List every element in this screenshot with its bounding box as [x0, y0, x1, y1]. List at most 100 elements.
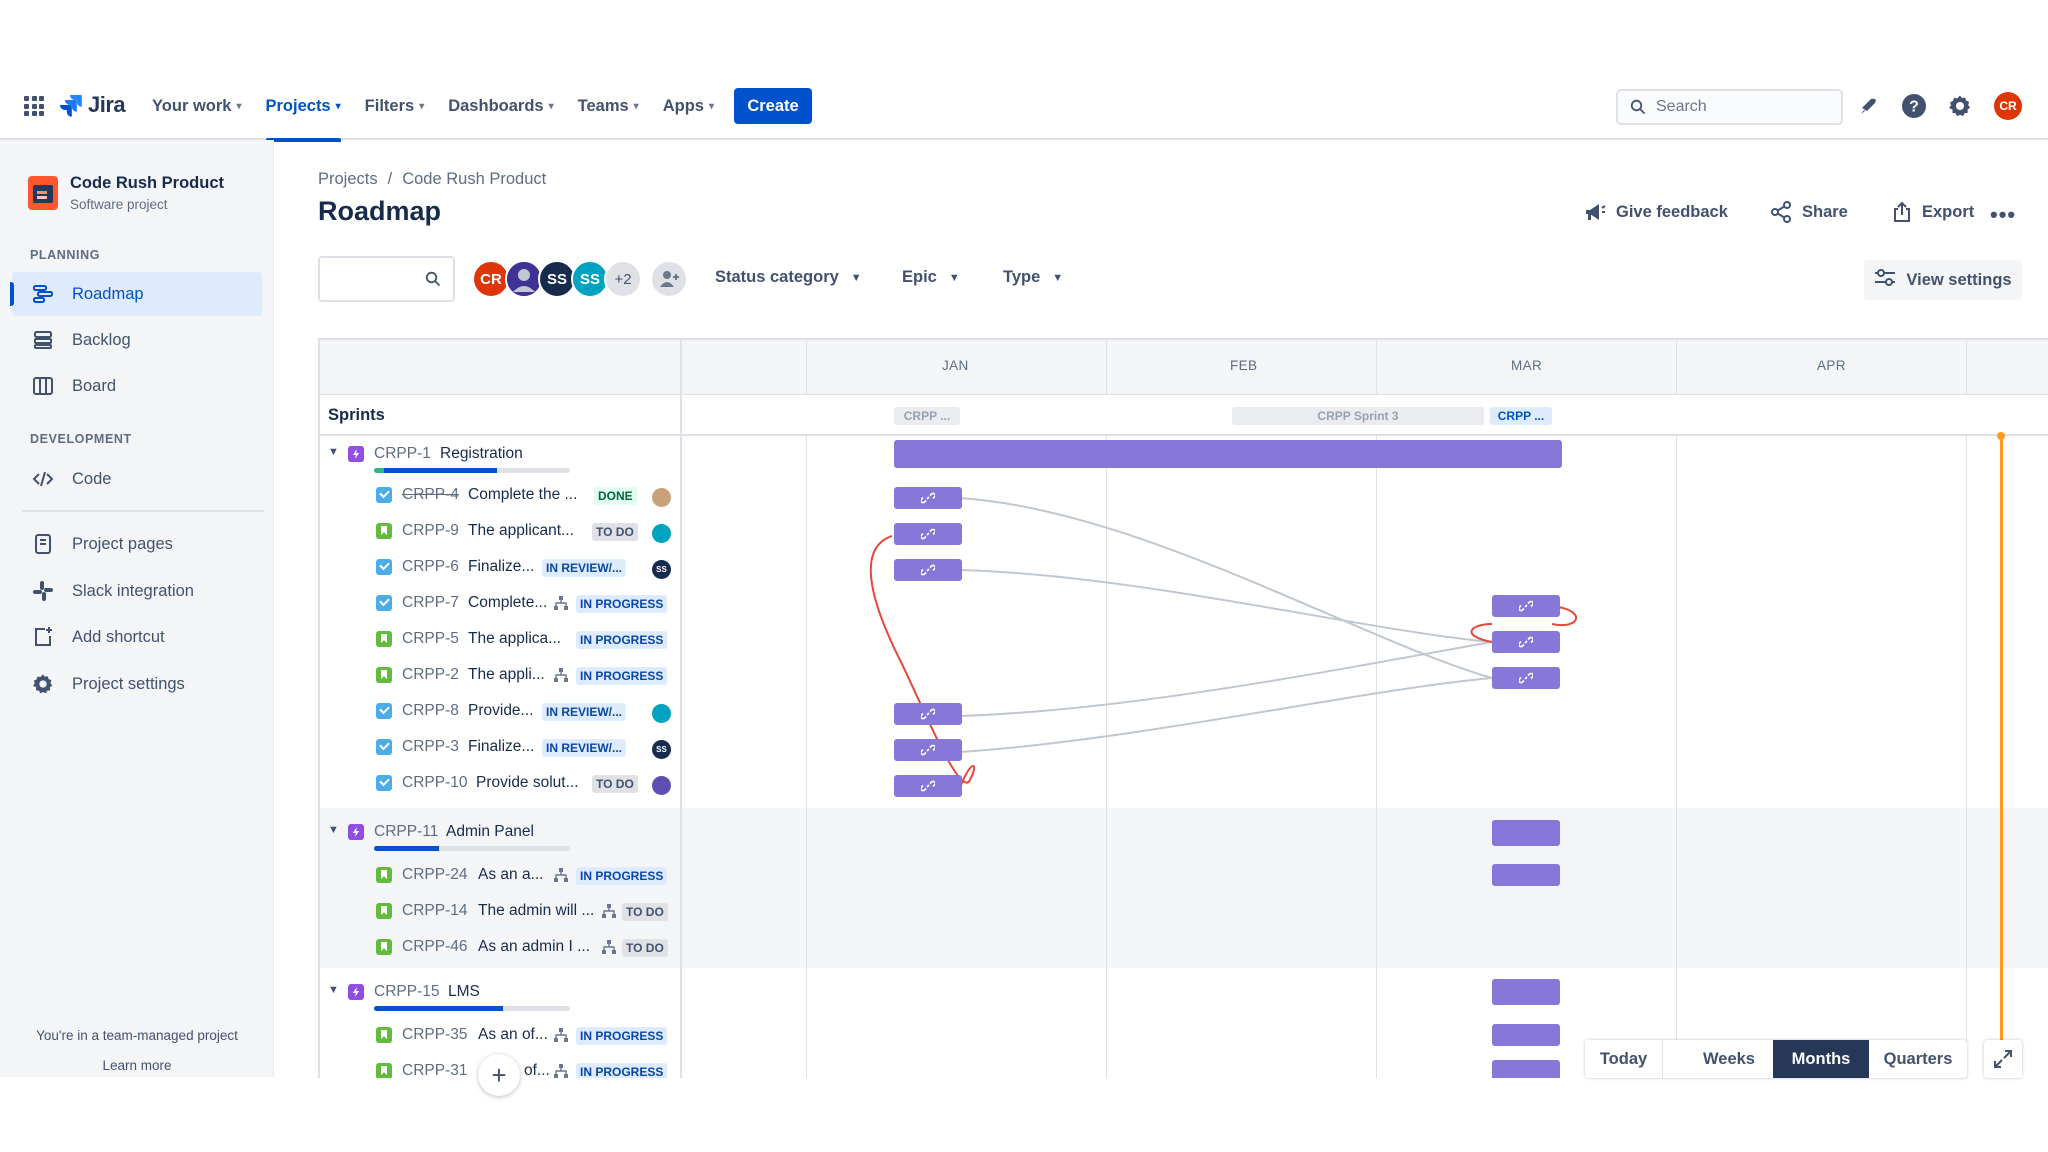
- today-button[interactable]: Today: [1585, 1040, 1663, 1078]
- breadcrumb-projects[interactable]: Projects: [318, 170, 378, 188]
- project-header[interactable]: Code Rush Product Software project: [28, 174, 224, 212]
- export-button[interactable]: Export: [1892, 198, 1974, 226]
- assignee-avatar[interactable]: [652, 704, 671, 723]
- assignee-avatar[interactable]: [652, 776, 671, 795]
- help-icon[interactable]: ?: [1900, 92, 1928, 120]
- sprint-pill[interactable]: CRPP Sprint 3: [1232, 407, 1484, 425]
- issue-bar[interactable]: [1492, 864, 1560, 886]
- issue-row[interactable]: CRPP-35 As an of... IN PROGRESS: [320, 1018, 682, 1054]
- epic-row[interactable]: ▼ CRPP-1 Registration: [320, 438, 682, 474]
- issue-row[interactable]: CRPP-6 Finalize... IN REVIEW/... SS: [320, 550, 682, 586]
- status-lozenge[interactable]: IN REVIEW/...: [542, 559, 627, 577]
- create-button[interactable]: Create: [734, 88, 812, 124]
- nav-projects[interactable]: Projects ▾: [265, 72, 341, 142]
- issue-row[interactable]: CRPP-4 Complete the ... DONE: [320, 478, 682, 514]
- status-category-dropdown[interactable]: Status category ▼: [715, 268, 862, 287]
- issue-row[interactable]: CRPP-10 Provide solut... TO DO: [320, 766, 682, 802]
- zoom-weeks[interactable]: Weeks: [1703, 1049, 1755, 1068]
- learn-more-link[interactable]: Learn more: [102, 1058, 172, 1073]
- issue-bar[interactable]: [1492, 631, 1560, 653]
- status-lozenge[interactable]: IN REVIEW/...: [542, 739, 627, 757]
- nav-filters[interactable]: Filters ▾: [365, 72, 425, 140]
- create-issue-button[interactable]: +: [478, 1054, 520, 1096]
- status-lozenge[interactable]: IN PROGRESS: [576, 1063, 668, 1078]
- sidebar-item-project-settings[interactable]: Project settings: [12, 662, 262, 706]
- sidebar-item-slack[interactable]: Slack integration: [12, 569, 262, 613]
- issue-bar[interactable]: [1492, 667, 1560, 689]
- zoom-months[interactable]: Months: [1773, 1040, 1869, 1078]
- epic-dropdown[interactable]: Epic ▼: [902, 268, 960, 287]
- issue-bar[interactable]: [894, 559, 962, 581]
- sidebar-item-add-shortcut[interactable]: Add shortcut: [12, 615, 262, 659]
- issue-bar[interactable]: [894, 775, 962, 797]
- nav-teams[interactable]: Teams ▾: [578, 72, 639, 140]
- search-input[interactable]: Search: [1616, 89, 1843, 125]
- status-lozenge[interactable]: TO DO: [592, 775, 638, 793]
- issue-row[interactable]: CRPP-24 As an a... IN PROGRESS: [320, 858, 682, 894]
- issue-row[interactable]: CRPP-31 of... IN PROGRESS: [320, 1054, 682, 1078]
- add-people-icon[interactable]: [650, 260, 688, 298]
- status-lozenge[interactable]: IN PROGRESS: [576, 1027, 668, 1045]
- status-lozenge[interactable]: TO DO: [592, 523, 638, 541]
- issue-bar[interactable]: [894, 739, 962, 761]
- assignee-avatar[interactable]: [652, 524, 671, 543]
- give-feedback-button[interactable]: Give feedback: [1584, 198, 1728, 226]
- sidebar-item-code[interactable]: Code: [12, 457, 262, 501]
- status-lozenge[interactable]: IN PROGRESS: [576, 631, 668, 649]
- issue-bar[interactable]: [894, 523, 962, 545]
- type-dropdown[interactable]: Type ▼: [1003, 268, 1063, 287]
- fullscreen-icon[interactable]: [1984, 1040, 2022, 1078]
- collapse-chevron-icon[interactable]: ▼: [328, 984, 339, 996]
- sidebar-item-roadmap[interactable]: Roadmap: [10, 272, 262, 316]
- nav-your-work[interactable]: Your work ▾: [152, 72, 242, 140]
- status-lozenge[interactable]: TO DO: [622, 903, 668, 921]
- sprint-pill-active[interactable]: CRPP ...: [1490, 407, 1552, 425]
- filter-avatar[interactable]: SS: [571, 260, 609, 298]
- status-lozenge[interactable]: IN PROGRESS: [576, 667, 668, 685]
- issue-row[interactable]: CRPP-5 The applica... IN PROGRESS: [320, 622, 682, 658]
- roadmap-search-input[interactable]: [318, 256, 455, 302]
- jira-logo[interactable]: Jira: [58, 92, 126, 118]
- breadcrumb-project[interactable]: Code Rush Product: [402, 170, 547, 188]
- epic-bar[interactable]: [1492, 820, 1560, 846]
- epic-bar[interactable]: [1492, 979, 1560, 1005]
- filter-avatar[interactable]: CR: [472, 260, 510, 298]
- settings-icon[interactable]: [1946, 92, 1974, 120]
- epic-row[interactable]: ▼ CRPP-11 Admin Panel: [320, 816, 682, 852]
- collapse-chevron-icon[interactable]: ▼: [328, 824, 339, 836]
- more-actions-icon[interactable]: •••: [1990, 202, 2017, 227]
- more-avatars-count[interactable]: +2: [604, 260, 642, 298]
- app-switcher-icon[interactable]: [24, 96, 44, 116]
- user-avatar[interactable]: CR: [1994, 92, 2022, 120]
- epic-row[interactable]: ▼ CRPP-15 LMS: [320, 976, 682, 1012]
- status-lozenge[interactable]: IN PROGRESS: [576, 595, 668, 613]
- issue-bar[interactable]: [894, 487, 962, 509]
- issue-row[interactable]: CRPP-14 The admin will ... TO DO: [320, 894, 682, 930]
- status-lozenge[interactable]: DONE: [594, 487, 637, 505]
- share-button[interactable]: Share: [1770, 198, 1848, 226]
- sprint-pill[interactable]: CRPP ...: [894, 407, 960, 425]
- status-lozenge[interactable]: IN PROGRESS: [576, 867, 668, 885]
- collapse-chevron-icon[interactable]: ▼: [328, 446, 339, 458]
- nav-apps[interactable]: Apps ▾: [663, 72, 714, 140]
- issue-row[interactable]: CRPP-3 Finalize... IN REVIEW/... SS: [320, 730, 682, 766]
- view-settings-button[interactable]: View settings: [1864, 260, 2022, 300]
- issue-bar[interactable]: [1492, 595, 1560, 617]
- status-lozenge[interactable]: IN REVIEW/...: [542, 703, 627, 721]
- issue-row[interactable]: CRPP-7 Complete... IN PROGRESS: [320, 586, 682, 622]
- sidebar-item-board[interactable]: Board: [12, 364, 262, 408]
- sidebar-item-project-pages[interactable]: Project pages: [12, 522, 262, 566]
- assignee-avatar[interactable]: [652, 488, 671, 507]
- issue-row[interactable]: CRPP-46 As an admin I ... TO DO: [320, 930, 682, 966]
- issue-row[interactable]: CRPP-8 Provide... IN REVIEW/...: [320, 694, 682, 730]
- issue-row[interactable]: CRPP-2 The appli... IN PROGRESS: [320, 658, 682, 694]
- zoom-quarters[interactable]: Quarters: [1883, 1049, 1953, 1068]
- status-lozenge[interactable]: TO DO: [622, 939, 668, 957]
- issue-bar[interactable]: [894, 703, 962, 725]
- issue-bar[interactable]: [1492, 1024, 1560, 1046]
- nav-dashboards[interactable]: Dashboards ▾: [448, 72, 553, 140]
- issue-bar[interactable]: [1492, 1060, 1560, 1078]
- sidebar-item-backlog[interactable]: Backlog: [12, 318, 262, 362]
- assignee-avatar[interactable]: SS: [652, 740, 671, 759]
- epic-bar[interactable]: [894, 440, 1562, 468]
